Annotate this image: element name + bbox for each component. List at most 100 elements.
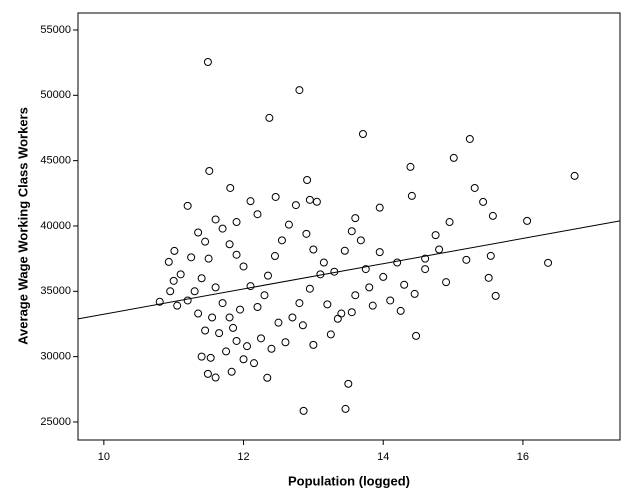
point: [302, 229, 311, 238]
point: [256, 334, 265, 343]
x-tick-label: 14: [377, 451, 389, 463]
x-tick-label: 12: [237, 451, 249, 463]
point: [253, 210, 262, 219]
point: [281, 338, 290, 347]
point: [215, 329, 224, 338]
point: [347, 227, 356, 236]
point: [201, 237, 210, 246]
point: [351, 214, 360, 223]
y-tick-label: 50000: [40, 89, 71, 101]
point: [570, 171, 579, 180]
point: [406, 162, 415, 171]
y-axis-label: Average Wage Working Class Workers: [15, 107, 30, 345]
point: [270, 252, 279, 261]
point: [393, 258, 402, 267]
point: [341, 404, 350, 413]
point: [326, 330, 335, 339]
point: [203, 369, 212, 378]
point: [412, 331, 421, 340]
point: [173, 301, 182, 310]
point: [211, 283, 220, 292]
point: [375, 203, 384, 212]
point: [225, 313, 234, 322]
point: [204, 254, 213, 263]
point: [523, 216, 532, 225]
point: [211, 215, 220, 224]
point: [243, 342, 252, 351]
point: [410, 289, 419, 298]
point: [340, 246, 349, 255]
point: [265, 113, 274, 122]
point: [271, 192, 280, 201]
y-tick-label: 25000: [40, 416, 71, 428]
y-tick-label: 35000: [40, 285, 71, 297]
point: [205, 166, 214, 175]
point: [479, 197, 488, 206]
x-tick-label: 10: [98, 451, 110, 463]
point: [267, 344, 276, 353]
y-tick-label: 55000: [40, 24, 71, 36]
point: [484, 273, 493, 282]
point: [250, 359, 259, 368]
point: [246, 197, 255, 206]
x-tick-label: 16: [517, 451, 529, 463]
point: [232, 336, 241, 345]
point: [361, 265, 370, 274]
point: [239, 355, 248, 364]
point: [298, 321, 307, 330]
point: [347, 308, 356, 317]
point: [445, 218, 454, 227]
point: [246, 282, 255, 291]
point: [291, 201, 300, 210]
point: [407, 191, 416, 200]
point: [309, 340, 318, 349]
point: [206, 353, 215, 362]
y-tick-label: 30000: [40, 351, 71, 363]
point: [295, 86, 304, 95]
point: [421, 265, 430, 274]
y-tick-label: 40000: [40, 220, 71, 232]
point: [462, 255, 471, 264]
point: [253, 302, 262, 311]
point: [197, 352, 206, 361]
point: [277, 236, 286, 245]
point: [486, 251, 495, 260]
point: [222, 347, 231, 356]
point: [351, 291, 360, 300]
point: [284, 220, 293, 229]
point: [465, 134, 474, 143]
point: [155, 297, 164, 306]
point: [260, 291, 269, 300]
point: [386, 296, 395, 305]
point: [305, 284, 314, 293]
point: [323, 300, 332, 309]
point: [544, 258, 553, 267]
point: [358, 129, 367, 138]
point: [187, 253, 196, 262]
point: [169, 276, 178, 285]
point: [309, 245, 318, 254]
point: [263, 373, 272, 382]
point: [305, 195, 314, 204]
point: [194, 309, 203, 318]
point: [225, 240, 234, 249]
point: [211, 373, 220, 382]
plot-frame: [77, 12, 621, 441]
y-tick-label: 45000: [40, 155, 71, 167]
x-axis-label: Population (logged): [288, 473, 410, 488]
point: [166, 287, 175, 296]
point: [368, 301, 377, 310]
point: [470, 183, 479, 192]
point: [299, 406, 308, 415]
point: [288, 313, 297, 322]
point: [400, 280, 409, 289]
point: [226, 183, 235, 192]
point: [333, 314, 342, 323]
point: [435, 245, 444, 254]
point: [319, 258, 328, 267]
point: [218, 299, 227, 308]
point: [396, 306, 405, 315]
point: [203, 57, 212, 66]
point: [379, 272, 388, 281]
point: [197, 274, 206, 283]
